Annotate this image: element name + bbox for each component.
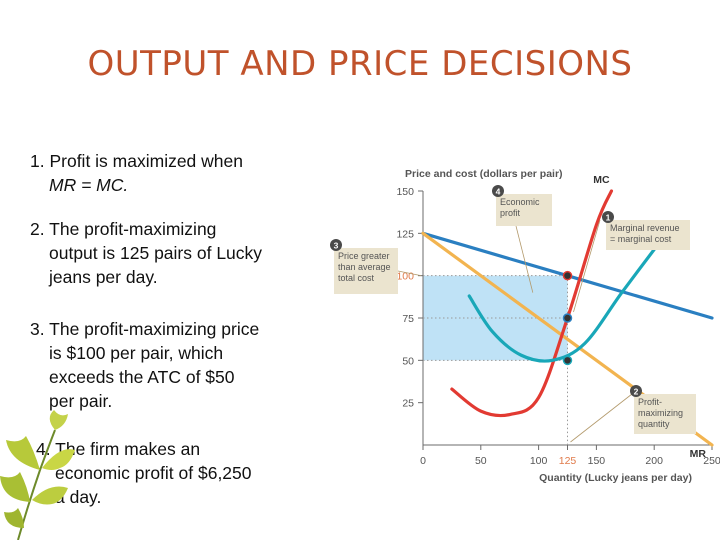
y-tick-label: 125: [396, 228, 414, 240]
annotation-badge: [630, 385, 642, 397]
x-tick-label: 250: [703, 455, 720, 467]
annotation-text-line: Price greater: [338, 251, 390, 261]
y-tick-label: 75: [402, 313, 414, 325]
point-4-line-2: economic profit of $6,250: [55, 463, 252, 483]
x-tick-label: 50: [475, 455, 487, 467]
point-2-line-2: output is 125 pairs of Lucky: [49, 243, 263, 263]
annotation-text-line: profit: [500, 208, 521, 218]
annotation-badge: [602, 211, 614, 223]
equilibrium-point: [562, 313, 573, 323]
annotation-text-line: Economic: [500, 197, 540, 207]
annotation-box: [634, 394, 696, 434]
ginkgo-leaf-decoration: [0, 410, 75, 540]
point-4: 4. The firm makes an economic profit of …: [36, 437, 306, 509]
annotation-text-line: maximizing: [638, 408, 683, 418]
y-tick-label: 50: [402, 355, 414, 367]
annotation-leader-line: [397, 270, 422, 277]
point-4-line-1: 4. The firm makes an: [36, 439, 201, 459]
equilibrium-point: [562, 270, 573, 281]
mr-label: MR: [690, 448, 707, 460]
point-3: 3. The profit-maximizing price is $100 p…: [30, 317, 300, 413]
annotation-text-line: Profit-: [638, 397, 662, 407]
annotation-number: 4: [496, 187, 501, 197]
point-1-line-1: 1. Profit is maximized when: [30, 151, 243, 171]
x-tick-label: 150: [588, 455, 606, 467]
point-3-line-1: 3. The profit-maximizing price: [30, 319, 260, 339]
point-4-line-3: a day.: [55, 487, 102, 507]
annotation-number: 1: [606, 213, 611, 223]
annotation-leader-line: [570, 393, 633, 443]
point-3-line-2: is $100 per pair, which: [49, 343, 224, 363]
point-3-line-4: per pair.: [49, 391, 113, 411]
atc-curve: [467, 240, 662, 363]
annotation-text-line: quantity: [638, 419, 670, 429]
annotation-badge: [330, 239, 342, 251]
point-2-line-3: jeans per day.: [49, 267, 158, 287]
annotation-leader-line: [515, 225, 534, 293]
point-2-line-1: 2. The profit-maximizing: [30, 219, 217, 239]
point-3-line-3: exceeds the ATC of $50: [49, 367, 235, 387]
point-1: 1. Profit is maximized when MR = MC.: [30, 149, 300, 197]
annotation-text-line: total cost: [338, 273, 375, 283]
slide-title: OUTPUT AND PRICE DECISIONS: [87, 44, 633, 84]
x-tick-label: 0: [420, 455, 426, 467]
mc-label: MC: [593, 174, 610, 186]
annotation-box: [606, 220, 690, 250]
annotation-text-line: than average: [338, 262, 391, 272]
annotation-number: 3: [334, 241, 339, 251]
x-axis-label: Quantity (Lucky jeans per day): [539, 472, 692, 484]
annotation-number: 2: [634, 387, 639, 397]
equilibrium-point: [562, 355, 573, 366]
monopoly-profit-chart: Price and cost (dollars per pair) Quanti…: [330, 168, 720, 484]
x-tick-label: 125: [559, 455, 577, 467]
x-tick-label: 200: [645, 455, 663, 467]
annotation-leader-line: [573, 219, 601, 313]
annotation-box: [334, 248, 398, 294]
annotation-text-line: Marginal revenue: [610, 223, 680, 233]
annotation-badge: [492, 185, 504, 197]
annotation-text-line: = marginal cost: [610, 234, 672, 244]
y-axis-label: Price and cost (dollars per pair): [405, 168, 563, 180]
y-tick-label: 150: [396, 186, 414, 198]
point-1-line-2: MR = MC.: [49, 175, 129, 195]
x-tick-label: 100: [530, 455, 548, 467]
y-tick-label: 25: [402, 398, 414, 410]
annotation-box: [496, 194, 552, 226]
point-2: 2. The profit-maximizing output is 125 p…: [30, 217, 300, 289]
mc-curve: [450, 189, 614, 418]
